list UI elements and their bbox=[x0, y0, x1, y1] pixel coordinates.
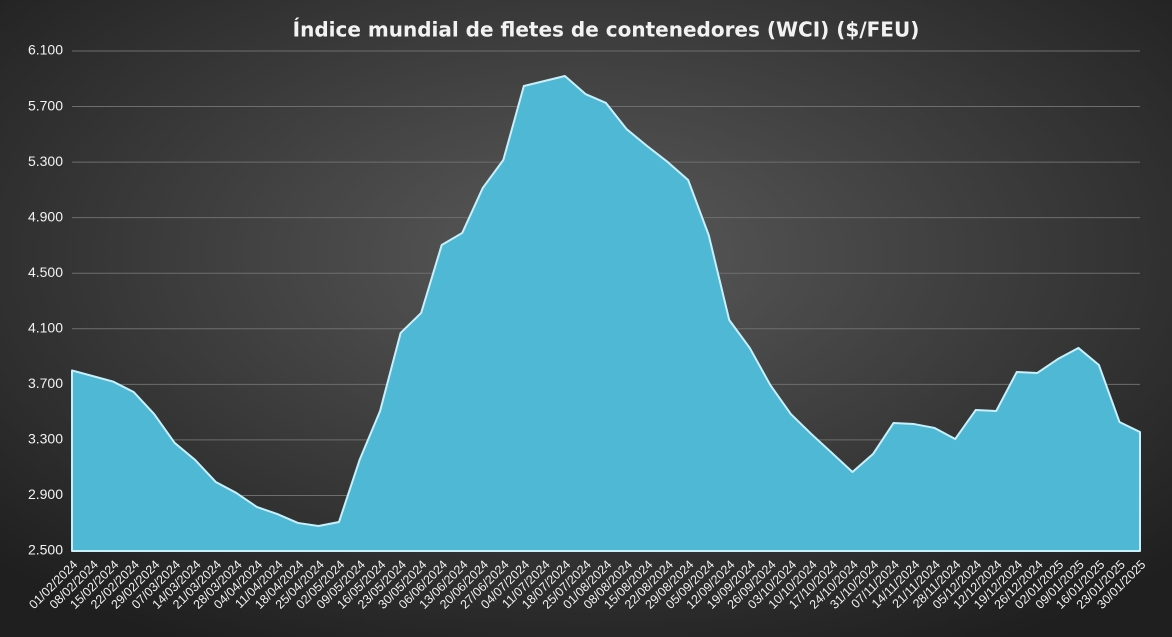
y-tick-label: 3.700 bbox=[28, 375, 63, 391]
y-tick-label: 2.900 bbox=[28, 486, 63, 502]
area bbox=[71, 75, 1141, 552]
y-tick-label: 5.700 bbox=[28, 97, 63, 113]
y-tick-label: 6.100 bbox=[28, 42, 63, 58]
y-tick-label: 4.900 bbox=[28, 208, 63, 224]
y-tick-label: 2.500 bbox=[28, 542, 63, 558]
y-tick-label: 5.300 bbox=[28, 153, 63, 169]
chart-title: Índice mundial de fletes de contenedores… bbox=[293, 18, 920, 42]
y-tick-label: 3.300 bbox=[28, 431, 63, 447]
y-tick-label: 4.100 bbox=[28, 319, 63, 335]
y-tick-label: 4.500 bbox=[28, 264, 63, 280]
